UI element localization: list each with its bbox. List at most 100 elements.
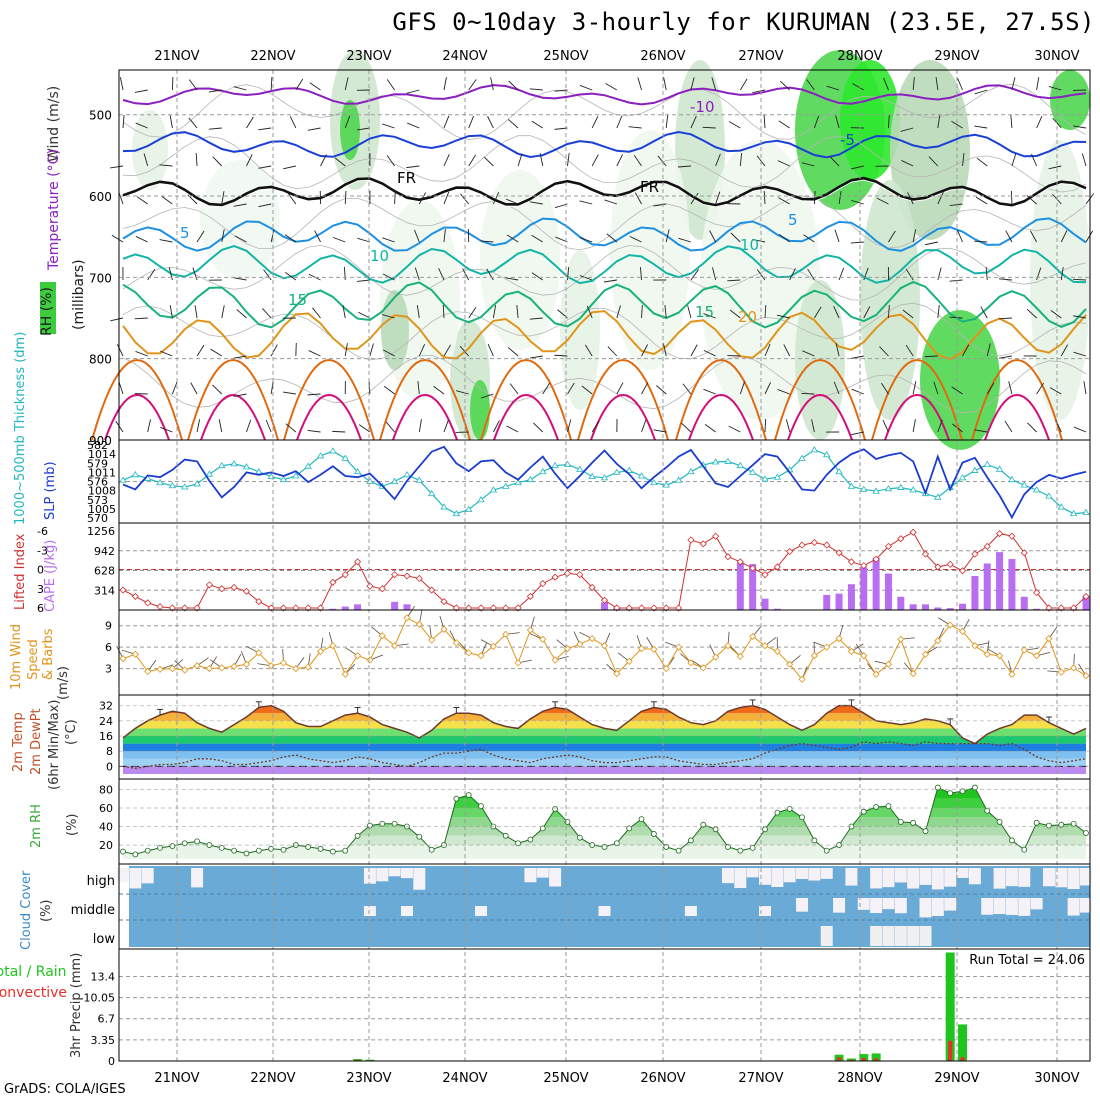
wind-barb	[999, 355, 1012, 359]
wind-barb	[233, 355, 247, 359]
wind-barb	[785, 419, 791, 433]
cloud-ytick-0: high	[87, 874, 115, 889]
cape-bar	[329, 608, 337, 610]
wind-barb	[677, 165, 691, 168]
wind-barb	[160, 350, 173, 357]
wind-barb	[116, 344, 124, 357]
thickness-point	[724, 457, 732, 464]
rh2m-point	[218, 844, 225, 851]
wind-barb	[814, 306, 822, 319]
wind-barb	[343, 266, 346, 281]
wind-barb	[386, 79, 395, 91]
wind-barb	[382, 237, 395, 243]
wind-barb	[196, 419, 201, 433]
wind10m-point	[1008, 670, 1016, 678]
li-point	[971, 550, 979, 558]
rh2m-point	[243, 850, 250, 857]
thickness-point	[810, 446, 819, 453]
cloud-mid-gap	[759, 906, 771, 916]
li-point	[1020, 549, 1028, 557]
cloud-mid-gap	[684, 906, 697, 916]
wind-barb	[110, 165, 124, 169]
wind-barb	[1049, 387, 1062, 395]
wind-barb	[789, 268, 796, 281]
wind-barb	[171, 381, 178, 395]
wind-barb	[639, 267, 642, 281]
rh-shade-0	[132, 110, 168, 190]
rh-shade-5	[560, 250, 600, 410]
wind-barb	[876, 197, 889, 205]
rh-shade-9	[890, 60, 970, 240]
isotherm-30-arch-9	[984, 393, 1050, 441]
wind-barb	[727, 279, 741, 282]
isotherm-25-arch-2	[283, 358, 375, 441]
thickness-point	[884, 485, 893, 492]
thickness-point	[452, 509, 461, 517]
thickness-point	[971, 466, 979, 473]
cloud-high-gap	[993, 868, 1006, 889]
precip-ytick-1: 3.35	[91, 1034, 116, 1047]
wind-barb	[703, 313, 716, 319]
cloud-high-gap	[536, 868, 549, 878]
wind10m-point	[588, 635, 596, 643]
thickness-point	[872, 487, 880, 494]
wind-barb	[833, 306, 840, 319]
wind-barb	[933, 381, 939, 395]
wind-barb	[208, 89, 222, 93]
wind-barb	[443, 229, 446, 243]
li-point	[798, 541, 806, 549]
wind-barb	[554, 354, 568, 357]
precip-total-bar	[945, 952, 955, 1061]
wind-barb	[468, 307, 477, 319]
isotherm-30-arch-6	[688, 393, 754, 441]
precip-ytick-0: 0	[108, 1055, 115, 1068]
wind-barb	[591, 116, 599, 129]
wind10m-point	[786, 660, 794, 668]
wind10m-point	[872, 670, 880, 678]
rh2m-point	[428, 846, 435, 853]
precip-ytick-3: 10.05	[84, 992, 116, 1005]
wind-barb	[314, 230, 321, 243]
wind-barb	[912, 229, 917, 243]
rh2m-point	[367, 822, 373, 829]
wind-barb	[118, 381, 124, 395]
thickness-point	[823, 450, 831, 458]
wind-barb	[980, 306, 988, 319]
wind-barb	[443, 191, 450, 205]
li-point	[354, 558, 362, 566]
panel-frame-precip	[118, 948, 1091, 1062]
isotherm-5	[122, 217, 1087, 252]
wind-barb	[764, 304, 767, 319]
isotherm-label-fr2: FR	[640, 178, 659, 196]
slp-line	[122, 445, 1087, 520]
wind-barb	[539, 153, 544, 167]
date-label-bottom-9: 30NOV	[1034, 1071, 1079, 1086]
cloud-high-gap	[771, 868, 784, 887]
wind10m-point	[131, 650, 139, 658]
wind10m-point	[613, 670, 621, 678]
wind-barb	[492, 420, 500, 433]
thickness-point	[181, 483, 189, 490]
wind10m-point	[242, 660, 251, 668]
wind-barb	[418, 192, 427, 205]
wind-barb	[974, 125, 988, 129]
wind10m-point	[514, 659, 522, 667]
rh2m-point	[786, 806, 793, 812]
wind-barb	[529, 317, 543, 320]
wind-barb	[739, 153, 743, 167]
precip-convective-bar	[849, 1059, 854, 1061]
wind-ylabel-2: & Barbs	[41, 628, 56, 680]
wind-barb	[665, 115, 669, 129]
wind-barb	[1085, 230, 1094, 243]
wind-barb	[603, 279, 617, 283]
wind-barb	[1031, 153, 1038, 167]
li-point	[131, 592, 139, 601]
li-point	[329, 578, 337, 586]
thickness-point	[576, 465, 584, 472]
rh2m-point	[799, 814, 805, 821]
li-point	[378, 585, 386, 593]
wind-barb	[974, 429, 988, 433]
li-point	[366, 582, 374, 590]
wind-barb	[1005, 230, 1013, 243]
thickness-point	[588, 472, 596, 480]
